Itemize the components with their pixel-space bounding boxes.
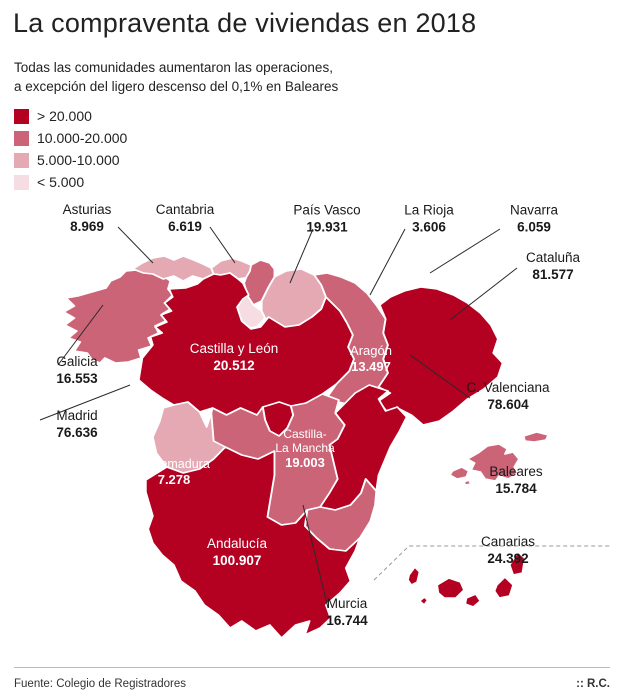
svg-text:13.497: 13.497 bbox=[351, 359, 391, 374]
svg-text:Murcia: Murcia bbox=[327, 596, 368, 611]
svg-text:24.392: 24.392 bbox=[487, 551, 528, 566]
svg-text:Navarra: Navarra bbox=[510, 203, 559, 218]
svg-text:Extremadura: Extremadura bbox=[138, 457, 210, 471]
svg-text:8.969: 8.969 bbox=[70, 219, 104, 234]
svg-text:19.003: 19.003 bbox=[285, 455, 325, 470]
svg-text:La Mancha: La Mancha bbox=[275, 441, 335, 455]
svg-text:15.784: 15.784 bbox=[495, 481, 537, 496]
svg-text:La Rioja: La Rioja bbox=[404, 203, 454, 218]
svg-text:7.278: 7.278 bbox=[158, 472, 191, 487]
svg-text:Galicia: Galicia bbox=[56, 354, 98, 369]
svg-text:3.606: 3.606 bbox=[412, 220, 446, 235]
svg-text:20.512: 20.512 bbox=[213, 358, 254, 373]
svg-text:Castilla-: Castilla- bbox=[283, 427, 326, 441]
svg-text:Cantabria: Cantabria bbox=[156, 202, 215, 217]
svg-text:6.059: 6.059 bbox=[517, 220, 551, 235]
svg-text:Baleares: Baleares bbox=[489, 464, 543, 479]
svg-text:Madrid: Madrid bbox=[56, 408, 97, 423]
svg-text:C. Valenciana: C. Valenciana bbox=[466, 380, 550, 395]
svg-text:19.931: 19.931 bbox=[306, 220, 348, 235]
svg-text:76.636: 76.636 bbox=[56, 425, 98, 440]
svg-text:País Vasco: País Vasco bbox=[293, 203, 360, 218]
svg-text:78.604: 78.604 bbox=[487, 397, 529, 412]
svg-text:Asturias: Asturias bbox=[63, 202, 112, 217]
svg-text:16.744: 16.744 bbox=[326, 613, 368, 628]
svg-text:Cataluña: Cataluña bbox=[526, 250, 581, 265]
svg-text:100.907: 100.907 bbox=[213, 553, 262, 568]
svg-text:Castilla y León: Castilla y León bbox=[190, 341, 279, 356]
svg-text:16.553: 16.553 bbox=[56, 371, 98, 386]
svg-text:Aragón: Aragón bbox=[350, 343, 392, 358]
svg-text:Canarias: Canarias bbox=[481, 534, 535, 549]
svg-text:81.577: 81.577 bbox=[532, 267, 573, 282]
svg-text:6.619: 6.619 bbox=[168, 219, 202, 234]
svg-text:Andalucía: Andalucía bbox=[207, 536, 268, 551]
